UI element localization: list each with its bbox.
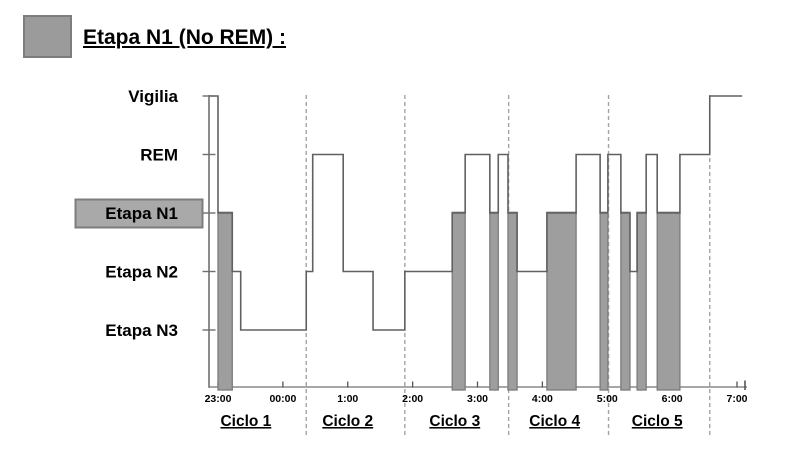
x-tick-label-4:00: 4:00	[532, 393, 553, 405]
n1-bar-6	[599, 211, 609, 391]
n1-bar-5	[546, 211, 577, 391]
x-tick-label-7:00: 7:00	[726, 393, 747, 405]
x-tick-label-23:00: 23:00	[205, 393, 232, 405]
n1-bar-9	[656, 211, 681, 391]
n1-bar-8	[636, 211, 647, 391]
cycle-label-3: Ciclo 3	[429, 413, 480, 430]
stage-label-etapa-n1: Etapa N1	[105, 204, 178, 223]
x-tick-label-1:00: 1:00	[337, 393, 358, 405]
n1-bar-3	[489, 211, 499, 391]
x-tick-label-2:00: 2:00	[402, 393, 423, 405]
sleep-stage-line	[208, 95, 743, 331]
cycle-label-4: Ciclo 4	[529, 413, 580, 430]
stage-label-rem: REM	[140, 146, 178, 165]
x-tick-label-3:00: 3:00	[467, 393, 488, 405]
legend: Etapa N1 (No REM) :	[0, 0, 400, 70]
n1-bar-7	[620, 211, 631, 391]
legend-label: Etapa N1 (No REM) :	[83, 26, 287, 49]
stage-label-etapa-n2: Etapa N2	[105, 263, 178, 282]
stage-n1-highlight-box	[74, 198, 204, 229]
stage-label-etapa-n3: Etapa N3	[105, 321, 178, 340]
n1-bar-1	[217, 211, 233, 391]
x-tick-label-6:00: 6:00	[662, 393, 683, 405]
x-tick-label-5:00: 5:00	[597, 393, 618, 405]
stage-label-vigilia: Vigilia	[128, 87, 178, 106]
n1-bar-4	[507, 211, 518, 391]
cycle-label-5: Ciclo 5	[632, 413, 683, 430]
x-tick-label-00:00: 00:00	[269, 393, 296, 405]
cycle-label-1: Ciclo 1	[220, 413, 271, 430]
cycle-label-2: Ciclo 2	[322, 413, 373, 430]
n1-bar-2	[451, 211, 466, 391]
legend-swatch	[23, 15, 72, 58]
